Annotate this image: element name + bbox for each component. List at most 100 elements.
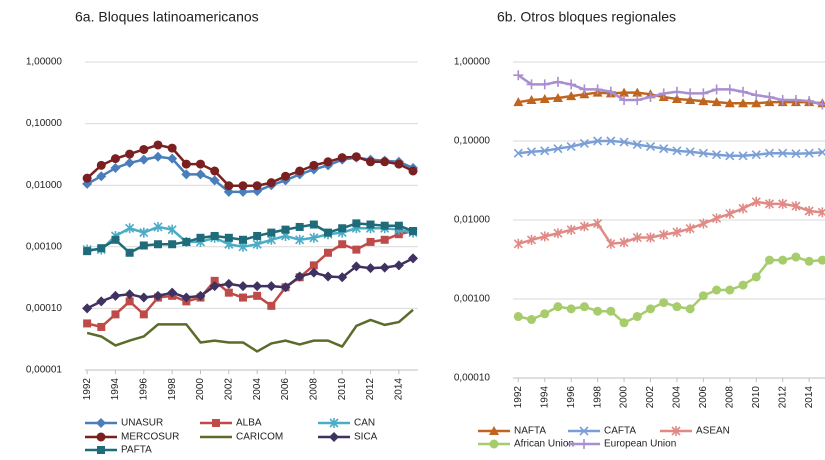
marker	[671, 426, 681, 436]
marker	[96, 296, 107, 307]
marker	[181, 159, 191, 169]
marker	[167, 287, 178, 298]
marker	[210, 276, 219, 285]
x-tick-label: 2000	[619, 386, 630, 409]
marker	[152, 290, 163, 301]
marker	[804, 205, 814, 216]
marker	[540, 146, 550, 156]
x-tick-label: 2000	[195, 378, 206, 401]
marker	[138, 292, 149, 303]
marker	[196, 233, 205, 242]
series-line	[517, 74, 823, 106]
marker	[238, 235, 247, 244]
x-tick-label: 2008	[308, 378, 319, 401]
marker	[725, 285, 735, 295]
legend-label: SICA	[354, 432, 378, 443]
marker	[237, 281, 248, 292]
marker	[566, 304, 576, 314]
y-tick-label: 0,01000	[454, 215, 491, 226]
marker	[632, 95, 643, 106]
marker	[672, 227, 682, 238]
marker	[110, 163, 121, 174]
marker	[764, 92, 775, 103]
marker	[671, 86, 682, 97]
marker	[329, 418, 339, 428]
marker	[711, 84, 722, 95]
legend-label: MERCOSUR	[121, 432, 179, 443]
marker	[394, 159, 404, 169]
x-tick-label: 2010	[751, 386, 762, 409]
marker	[329, 432, 339, 442]
marker	[698, 148, 708, 158]
legend-label: African Union	[514, 439, 574, 450]
marker	[253, 291, 262, 300]
marker	[153, 140, 163, 150]
marker	[83, 247, 92, 256]
marker	[266, 281, 277, 292]
legend-label: CARICOM	[236, 432, 283, 443]
marker	[209, 175, 220, 186]
marker	[238, 293, 247, 302]
marker	[380, 221, 389, 230]
marker	[195, 169, 206, 180]
marker	[553, 302, 563, 312]
x-tick-label: 2010	[337, 378, 348, 401]
marker	[253, 231, 262, 240]
marker	[764, 148, 775, 158]
marker	[712, 150, 722, 160]
marker	[366, 237, 375, 246]
legend-label: European Union	[604, 439, 676, 450]
marker	[153, 221, 163, 232]
marker	[252, 181, 262, 191]
marker	[352, 219, 361, 228]
marker	[725, 151, 735, 161]
x-tick-label: 1994	[539, 386, 550, 409]
marker	[804, 148, 814, 158]
marker	[394, 221, 403, 230]
marker	[209, 281, 220, 292]
marker	[698, 96, 709, 106]
marker	[309, 160, 319, 170]
marker	[566, 224, 576, 235]
marker	[181, 292, 192, 303]
marker	[712, 213, 722, 224]
legend-label: CAFTA	[604, 426, 636, 437]
x-tick-label: 2014	[804, 386, 815, 409]
marker	[97, 446, 105, 454]
marker	[380, 235, 389, 244]
marker	[168, 240, 177, 249]
marker	[778, 148, 788, 158]
marker	[167, 224, 177, 235]
marker	[527, 315, 537, 325]
marker	[778, 198, 788, 209]
marker	[751, 196, 761, 207]
marker	[804, 256, 814, 266]
marker	[365, 263, 376, 274]
marker	[817, 147, 825, 157]
marker	[223, 278, 234, 289]
marker	[238, 181, 248, 191]
marker	[685, 223, 695, 234]
y-tick-label: 0,00100	[454, 294, 491, 305]
marker	[764, 255, 774, 265]
marker	[124, 157, 135, 168]
x-tick-label: 2014	[394, 378, 405, 401]
marker	[552, 76, 563, 87]
marker	[82, 303, 93, 314]
marker	[366, 220, 375, 229]
marker	[579, 426, 589, 436]
marker	[645, 92, 656, 103]
marker	[309, 232, 319, 243]
legend-label: NAFTA	[514, 426, 546, 437]
series-line	[86, 257, 414, 310]
marker	[593, 306, 603, 316]
marker	[619, 95, 630, 106]
marker	[738, 86, 749, 97]
marker	[167, 143, 177, 153]
marker	[309, 261, 318, 270]
x-tick-label: 2012	[777, 386, 788, 409]
series-line	[86, 143, 414, 187]
marker	[685, 95, 696, 105]
marker	[632, 140, 642, 150]
marker	[790, 95, 801, 106]
